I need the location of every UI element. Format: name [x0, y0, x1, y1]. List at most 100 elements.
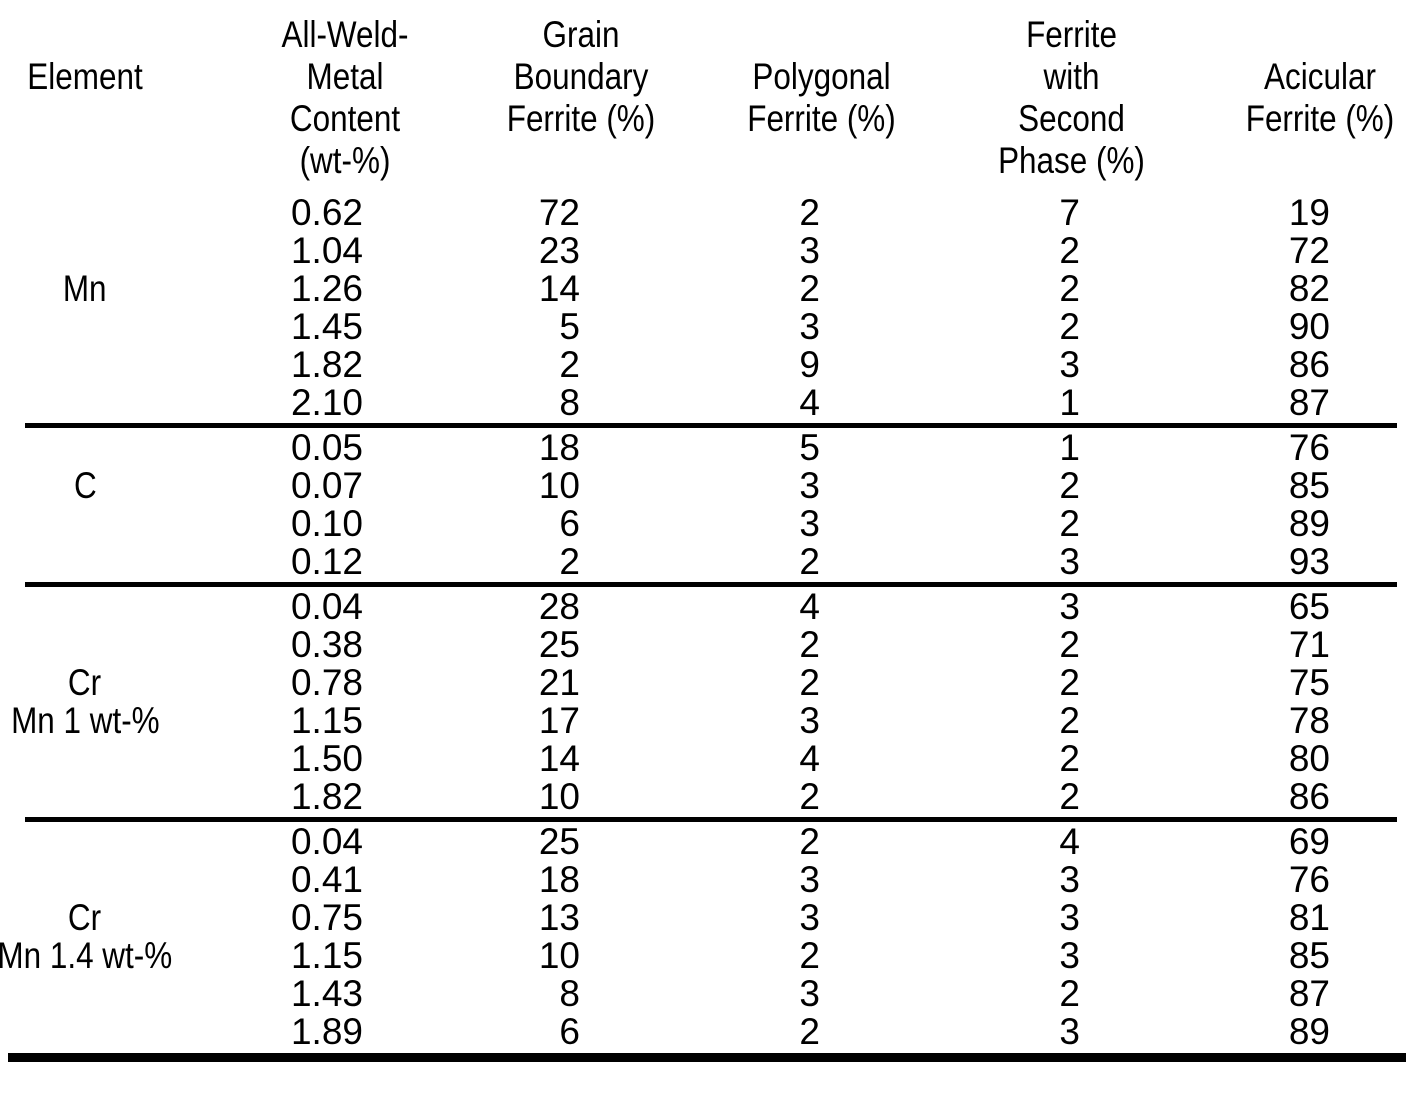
section-mn: Mn 0.62 72 2 7 19 1.04 23 3 2 72 1.26 14 2 2 82 1.45 5 3 2 9…	[0, 194, 1414, 422]
element-label-line: Mn	[63, 268, 107, 309]
cell-second_phase: 1	[1059, 382, 1080, 423]
cell-content: 0.04	[290, 821, 363, 862]
cell-polygonal: 2	[799, 624, 820, 665]
cell-second_phase: 2	[1059, 306, 1080, 347]
cell-acicular: 71	[1288, 624, 1330, 665]
cell-grain_boundary: 14	[538, 268, 580, 309]
cell-acicular: 86	[1288, 344, 1330, 385]
cell-second_phase: 2	[1059, 738, 1080, 779]
section-divider-rule	[25, 817, 1397, 822]
cell-polygonal: 4	[799, 738, 820, 779]
cell-content: 0.78	[290, 662, 363, 703]
weld-metal-microstructure-table: Element All-Weld- Metal Content (wt-%) G…	[0, 14, 1414, 1062]
cell-polygonal: 2	[799, 776, 820, 817]
cell-content: 0.41	[290, 859, 363, 900]
element-label-mn: Mn	[0, 194, 170, 422]
section-cr-mn-1: Cr Mn 1 wt-% 0.04 28 4 3 65 0.38 25 2 2 71 0.78 21 2 2 7…	[0, 588, 1414, 816]
cell-content: 0.04	[290, 586, 363, 627]
col-header-line: Grain	[542, 14, 620, 55]
col-header-line	[1240, 14, 1400, 56]
cell-second_phase: 3	[1059, 344, 1080, 385]
cell-grain_boundary: 10	[538, 465, 580, 506]
cell-second_phase: 7	[1059, 192, 1080, 233]
cell-acicular: 85	[1288, 935, 1330, 976]
section-cr-mn-1-4: Cr Mn 1.4 wt-% 0.04 25 2 4 69 0.41 18 3 3 76 0.75 13 3…	[0, 823, 1414, 1051]
cell-second_phase: 2	[1059, 230, 1080, 271]
cell-polygonal: 3	[799, 973, 820, 1014]
col-header-line: Polygonal	[752, 56, 891, 97]
element-label-line: Mn 1.4 wt-%	[0, 935, 173, 976]
cell-grain_boundary: 2	[559, 541, 580, 582]
cell-acicular: 89	[1288, 1011, 1330, 1052]
cell-content: 0.12	[290, 541, 363, 582]
cell-acicular: 81	[1288, 897, 1330, 938]
cell-polygonal: 2	[799, 1011, 820, 1052]
cell-acicular: 87	[1288, 973, 1330, 1014]
cell-polygonal: 2	[799, 935, 820, 976]
col-header-ferrite-with-second-phase: Ferrite with Second Phase (%)	[945, 14, 1198, 182]
col-header-line: Ferrite	[1026, 14, 1117, 55]
cell-acicular: 69	[1288, 821, 1330, 862]
cell-grain_boundary: 10	[538, 935, 580, 976]
cell-grain_boundary: 25	[538, 821, 580, 862]
cell-acicular: 72	[1288, 230, 1330, 271]
col-header-line: Phase (%)	[998, 140, 1145, 181]
col-header-line: with	[1043, 56, 1100, 97]
cell-second_phase: 3	[1059, 935, 1080, 976]
cell-acicular: 93	[1288, 541, 1330, 582]
col-header-line	[13, 98, 158, 140]
element-label-cr-mn-1: Cr Mn 1 wt-%	[0, 588, 170, 816]
cell-second_phase: 2	[1059, 700, 1080, 741]
cell-second_phase: 3	[1059, 859, 1080, 900]
col-header-line: Second	[1018, 98, 1125, 139]
cell-second_phase: 4	[1059, 821, 1080, 862]
cell-grain_boundary: 10	[538, 776, 580, 817]
cell-grain_boundary: 8	[559, 973, 580, 1014]
cell-polygonal: 3	[799, 306, 820, 347]
cell-grain_boundary: 5	[559, 306, 580, 347]
cell-second_phase: 2	[1059, 973, 1080, 1014]
cell-acicular: 87	[1288, 382, 1330, 423]
cell-content: 1.45	[290, 306, 363, 347]
cell-second_phase: 2	[1059, 662, 1080, 703]
col-header-line: Ferrite (%)	[747, 98, 896, 139]
element-label-c: C	[0, 429, 170, 581]
cell-polygonal: 3	[799, 700, 820, 741]
cell-content: 1.50	[290, 738, 363, 779]
cell-second_phase: 2	[1059, 465, 1080, 506]
col-header-line: All-Weld-	[281, 14, 409, 55]
cell-second_phase: 2	[1059, 503, 1080, 544]
cell-content: 1.15	[290, 700, 363, 741]
table-bottom-rule	[8, 1053, 1406, 1062]
cell-polygonal: 2	[799, 268, 820, 309]
cell-second_phase: 3	[1059, 897, 1080, 938]
cell-second_phase: 2	[1059, 624, 1080, 665]
cell-grain_boundary: 17	[538, 700, 580, 741]
cell-content: 0.07	[290, 465, 363, 506]
cell-grain_boundary: 18	[538, 859, 580, 900]
col-header-line	[13, 140, 158, 182]
col-header-line	[1240, 140, 1400, 182]
cell-content: 0.75	[290, 897, 363, 938]
cell-polygonal: 3	[799, 897, 820, 938]
cell-content: 1.26	[290, 268, 363, 309]
cell-acicular: 89	[1288, 503, 1330, 544]
cell-content: 1.15	[290, 935, 363, 976]
cell-polygonal: 3	[799, 503, 820, 544]
cell-grain_boundary: 6	[559, 1011, 580, 1052]
cell-polygonal: 3	[799, 465, 820, 506]
cell-polygonal: 3	[799, 859, 820, 900]
section-divider-rule	[25, 423, 1397, 428]
cell-second_phase: 2	[1059, 268, 1080, 309]
cell-polygonal: 4	[799, 586, 820, 627]
cell-polygonal: 2	[799, 821, 820, 862]
col-header-line: (wt-%)	[299, 140, 391, 181]
cell-content: 1.04	[290, 230, 363, 271]
col-header-polygonal-ferrite: Polygonal Ferrite (%)	[698, 14, 945, 182]
cell-grain_boundary: 72	[538, 192, 580, 233]
col-header-line	[13, 14, 158, 56]
cell-polygonal: 4	[799, 382, 820, 423]
element-label-line: Mn 1 wt-%	[10, 700, 160, 741]
cell-content: 1.89	[290, 1011, 363, 1052]
cell-second_phase: 3	[1059, 1011, 1080, 1052]
